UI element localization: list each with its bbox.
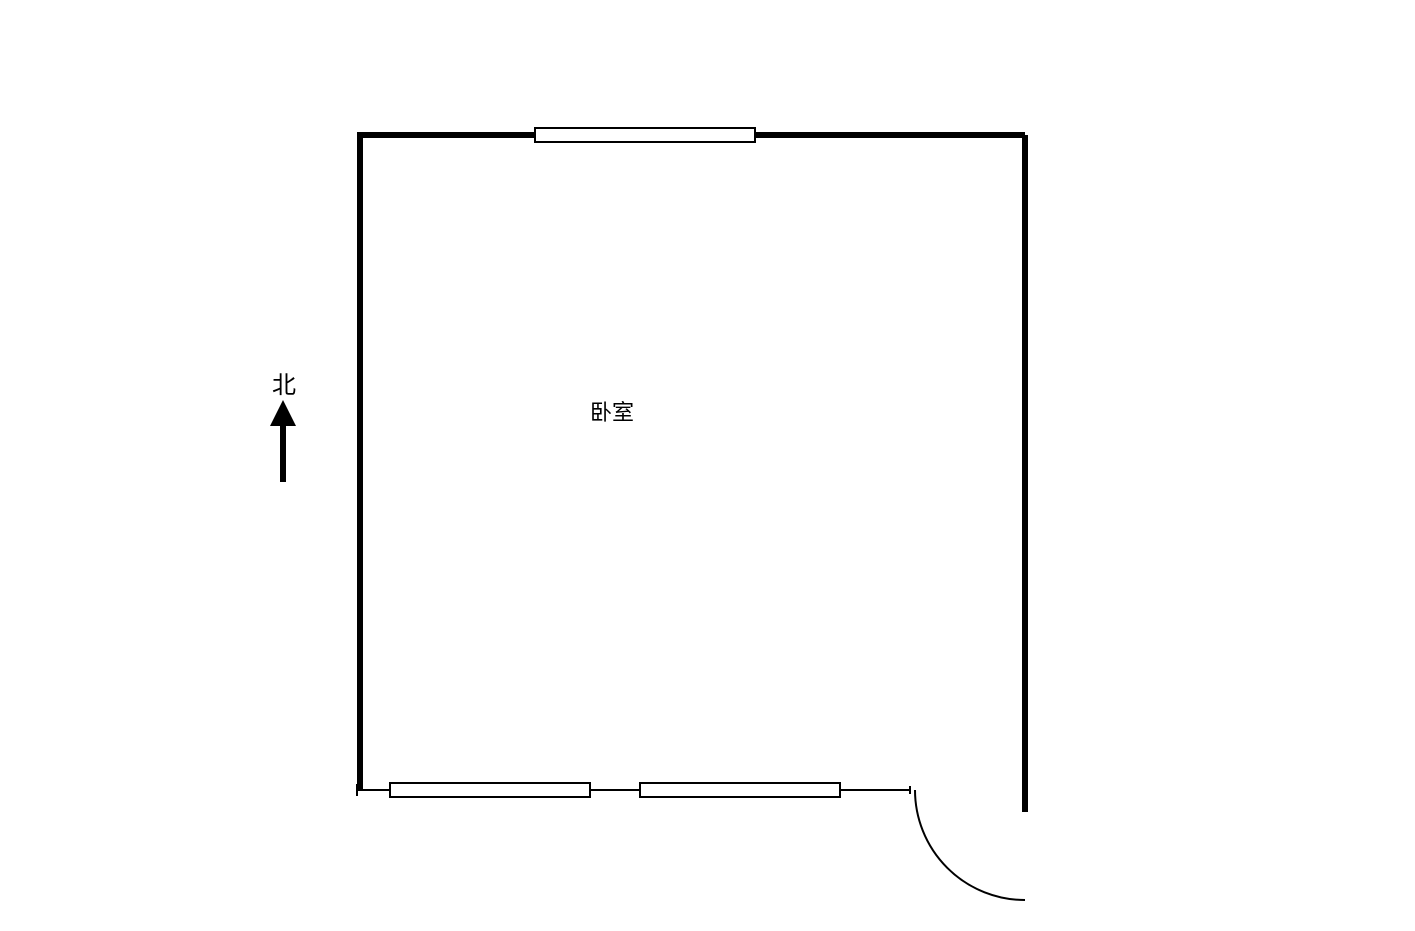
north-arrow-icon — [270, 400, 296, 482]
compass-label: 北 — [272, 365, 296, 400]
floorplan-canvas — [0, 0, 1415, 931]
room-label: 卧室 — [590, 395, 634, 427]
